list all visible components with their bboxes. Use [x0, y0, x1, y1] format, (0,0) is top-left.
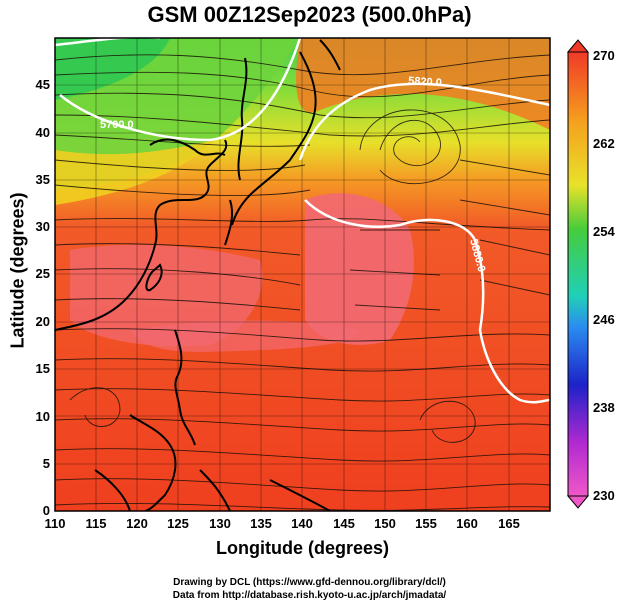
colorbar-tick-label: 238: [593, 400, 615, 415]
y-tick-label: 5: [43, 456, 50, 471]
x-tick-label: 155: [415, 516, 437, 531]
x-axis-label: Longitude (degrees): [215, 538, 389, 558]
y-tick-label: 45: [36, 77, 50, 92]
credit-data-source: Data from http://database.rish.kyoto-u.a…: [172, 590, 447, 601]
x-tick-label: 135: [250, 516, 272, 531]
plot-frame: [54, 37, 551, 512]
y-tick-label: 10: [36, 409, 50, 424]
height-contours: [55, 38, 550, 404]
y-tick-label: 15: [36, 361, 50, 376]
x-tick-label: 125: [167, 516, 189, 531]
y-tick-label: 0: [43, 503, 50, 518]
x-tick-label: 140: [291, 516, 313, 531]
y-tick-label: 40: [36, 125, 50, 140]
x-tick-label: 145: [333, 516, 355, 531]
x-tick-label: 160: [456, 516, 478, 531]
colorbar-tick-label: 262: [593, 136, 615, 151]
coastlines: [55, 39, 341, 511]
temperature-field: [55, 38, 550, 511]
x-tick-labels: 110 115 120 125 130 135 140 145 150 155 …: [45, 516, 520, 531]
colorbar: 270 262 254 246 238 230: [566, 39, 615, 509]
colorbar-tick-label: 246: [593, 312, 615, 327]
x-tick-label: 150: [374, 516, 396, 531]
y-tick-label: 20: [36, 314, 50, 329]
x-tick-label: 115: [86, 516, 107, 531]
colorbar-tick-label: 254: [593, 224, 615, 239]
colorbar-tick-label: 270: [593, 48, 615, 63]
colorbar-tick-label: 230: [593, 488, 615, 503]
y-tick-label: 25: [36, 266, 50, 281]
y-tick-label: 30: [36, 219, 50, 234]
y-tick-label: 35: [36, 172, 50, 187]
map-figure: 5700.0 5820.0 5880.0 110 115 120 125 130…: [36, 37, 615, 531]
x-tick-label: 120: [126, 516, 148, 531]
contour-label: 5820.0: [408, 75, 442, 89]
x-tick-label: 130: [209, 516, 231, 531]
contour-label: 5700.0: [100, 119, 134, 131]
map-grid: [55, 38, 550, 511]
credit-drawing: Drawing by DCL (https://www.gfd-dennou.o…: [173, 577, 446, 588]
chart-title: GSM 00Z12Sep2023 (500.0hPa): [147, 2, 472, 27]
y-tick-labels: 0 5 10 15 20 25 30 35 40 45: [36, 77, 50, 518]
x-tick-label: 165: [498, 516, 520, 531]
x-tick-label: 110: [45, 516, 66, 531]
